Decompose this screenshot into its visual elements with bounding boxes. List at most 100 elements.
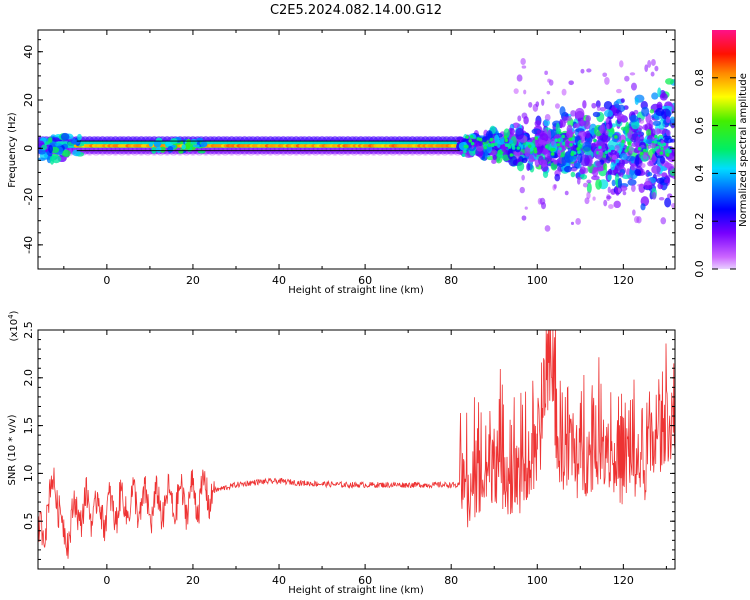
x-tick-label: 80 — [444, 274, 458, 287]
spectrogram-blobs — [38, 57, 675, 232]
spectrogram-cell — [605, 156, 611, 164]
spectrogram-cell — [637, 131, 642, 136]
spectrogram-cell — [191, 140, 196, 145]
snr-y-multiplier: (x104) — [7, 310, 20, 341]
spectrogram-cell — [494, 142, 498, 147]
colorbar-tick-label: 0.6 — [693, 117, 706, 135]
spectrogram-cell — [546, 155, 551, 160]
spectrogram-cell — [533, 147, 537, 151]
spectrogram-cell — [521, 112, 528, 119]
spectrogram-cell — [539, 197, 546, 205]
spectrogram-cell — [665, 129, 671, 137]
colorbar-tick-label: 0.2 — [693, 212, 706, 230]
spectrogram-cell — [566, 115, 572, 121]
spectrogram-cell — [622, 174, 631, 180]
spectrogram-cell — [463, 149, 467, 154]
spectrogram-cell — [630, 82, 637, 91]
spectrogram-y-label: Frequency (Hz) — [7, 112, 18, 188]
spectrogram-cell — [550, 137, 555, 146]
spectrogram-cell — [663, 137, 673, 144]
spectrogram-cell — [167, 146, 174, 153]
spectrogram-cell — [665, 116, 671, 124]
spectrogram-cell — [651, 191, 657, 200]
spectrogram-cell — [554, 103, 560, 109]
spectrogram-cell — [503, 128, 510, 138]
y-tick-label: 1.5 — [22, 417, 35, 435]
x-tick-label: 60 — [358, 574, 372, 587]
band-boundaries — [76, 140, 460, 152]
spectrogram-cell — [664, 178, 668, 184]
spectrogram-cell — [516, 161, 525, 172]
x-tick-label: 0 — [103, 274, 110, 287]
spectrogram-cell — [645, 129, 652, 137]
spectrogram-cell — [658, 196, 665, 201]
spectrogram-cell — [156, 146, 162, 153]
spectrogram-cell — [631, 184, 636, 193]
spectrogram-cell — [568, 80, 574, 86]
spectrogram-cell — [620, 98, 625, 103]
spectrogram-frame — [37, 29, 676, 270]
spectrogram-cell — [559, 106, 566, 117]
spectrogram-cell — [659, 143, 664, 147]
spectrogram-cell — [490, 143, 495, 148]
spectrogram-cell — [557, 149, 562, 157]
spectrogram-cell — [515, 127, 525, 140]
spectrogram-cell — [651, 128, 656, 137]
spectrogram-cell — [534, 120, 541, 127]
spectrogram-cell — [654, 127, 660, 135]
spectrogram-cell — [645, 177, 651, 186]
spectrogram-cell — [553, 184, 557, 189]
spectrogram-cell — [584, 130, 591, 139]
spectrogram-cell — [654, 134, 658, 139]
spectrogram-cell — [516, 146, 521, 150]
chart-title: C2E5.2024.082.14.00.G12 — [270, 3, 442, 18]
spectrogram-cell — [655, 107, 665, 117]
spectrogram-cell — [49, 155, 55, 165]
spectrogram-cell — [570, 221, 575, 226]
spectrogram-cell — [579, 167, 583, 175]
spectrogram-cell — [620, 142, 625, 147]
spectrogram-cell — [585, 115, 591, 123]
spectrogram-cell — [578, 144, 582, 148]
spectrogram-cell — [630, 163, 636, 171]
spectrogram-cell — [468, 139, 473, 143]
x-tick-label: 20 — [186, 574, 200, 587]
spectrogram-cell — [492, 154, 497, 161]
spectrogram-cell — [591, 102, 597, 109]
spectrogram-cell — [654, 65, 659, 72]
spectrogram-cell — [614, 112, 618, 119]
spectrogram-cell — [489, 137, 494, 142]
y-tick-label: 0 — [22, 145, 35, 152]
spectrogram-cell — [582, 182, 588, 188]
spectrogram-cell — [625, 155, 636, 162]
snr-plot-area — [38, 330, 675, 559]
spectrogram-cell — [509, 128, 515, 135]
spectrogram-cell — [661, 172, 668, 178]
spectrogram-cell — [41, 144, 48, 151]
spectrogram-cell — [592, 111, 601, 118]
spectrogram-cell — [595, 100, 601, 108]
spectrogram-cell — [580, 118, 585, 126]
spectrogram-cell — [586, 191, 591, 200]
spectrogram-cell — [516, 74, 523, 82]
spectrogram-cell — [546, 90, 551, 95]
snr-y-label: SNR (10 * v/v) — [7, 414, 18, 485]
spectrogram-cell — [563, 165, 573, 173]
spectrogram-cell — [525, 141, 530, 146]
spectrogram-cell — [586, 179, 592, 184]
spectrogram-cell — [629, 72, 636, 76]
spectrogram-cell — [584, 197, 590, 205]
snr-panel: 0 20 40 60 80 100 120 2.5 2.0 1.5 1.0 0.5 Height o… — [7, 310, 676, 596]
spectrogram-cell — [511, 146, 516, 150]
x-tick-label: 80 — [444, 574, 458, 587]
spectrogram-panel: 0 20 40 60 80 100 120 40 20 0 -20 -40 Height of st… — [7, 29, 676, 296]
spectrogram-cell — [575, 218, 581, 225]
spectrogram-cell — [54, 143, 62, 147]
spectrogram-cell — [596, 105, 601, 112]
spectrogram-cell — [603, 109, 614, 118]
snr-x-ticks: 0 20 40 60 80 100 120 — [63, 330, 667, 587]
snr-frame — [37, 329, 676, 570]
spectrogram-cell — [536, 129, 541, 136]
spectrogram-cell — [636, 216, 642, 224]
colorbar-label: Normalized spectral amplitude — [738, 73, 749, 227]
